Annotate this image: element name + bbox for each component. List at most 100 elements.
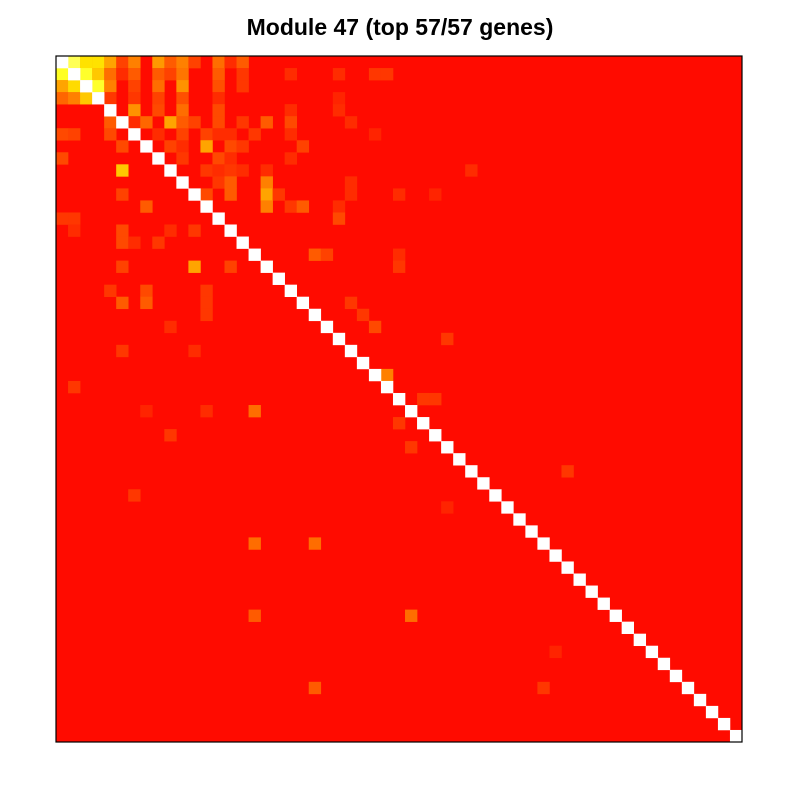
heatmap-cell [248, 537, 261, 550]
heatmap-cell [140, 405, 153, 418]
heatmap-cell [224, 176, 237, 189]
heatmap-cell [128, 116, 141, 129]
heatmap-cell [236, 140, 249, 153]
heatmap-cell [188, 344, 201, 358]
heatmap-diagonal-cell [356, 356, 370, 370]
heatmap-cell [272, 188, 285, 201]
heatmap-cell [392, 260, 406, 273]
heatmap-cell [128, 68, 141, 81]
heatmap-diagonal-cell [164, 164, 177, 177]
heatmap-cell [116, 68, 129, 81]
heatmap-cell [284, 116, 298, 129]
heatmap-cell [104, 92, 117, 105]
heatmap-cell [236, 80, 249, 93]
heatmap-cell [176, 68, 189, 81]
heatmap-cell [368, 320, 382, 334]
heatmap-cell [332, 92, 346, 105]
heatmap-diagonal-cell [417, 417, 430, 430]
heatmap-cell [128, 104, 141, 117]
heatmap-cell [80, 56, 93, 69]
heatmap-cell [212, 68, 225, 81]
chart-title: Module 47 (top 57/57 genes) [246, 14, 554, 40]
heatmap-cell [248, 405, 261, 418]
heatmap-cell [68, 80, 81, 93]
heatmap-diagonal-cell [441, 441, 454, 454]
heatmap-cell [212, 176, 225, 189]
heatmap-diagonal-cell [272, 272, 285, 285]
heatmap-cell [260, 188, 273, 201]
heatmap-cell [332, 104, 346, 117]
heatmap-cell [68, 92, 81, 105]
heatmap-cell [140, 284, 153, 298]
heatmap-diagonal-cell [477, 477, 490, 490]
heatmap-cell [188, 260, 201, 273]
heatmap-cell [284, 104, 298, 117]
heatmap-cell [224, 140, 237, 153]
heatmap-cell [368, 68, 382, 81]
heatmap-cell [284, 128, 298, 141]
heatmap-cell [212, 80, 225, 93]
heatmap-cell [164, 140, 177, 153]
heatmap-cell [224, 164, 237, 177]
heatmap-cell [152, 92, 165, 105]
heatmap-diagonal-cell [284, 284, 298, 298]
heatmap-cell [212, 92, 225, 105]
heatmap-diagonal-cell [729, 729, 743, 743]
heatmap-cell [176, 140, 189, 153]
heatmap-cell [332, 200, 346, 213]
heatmap-cells [56, 56, 743, 743]
heatmap-cell [248, 128, 261, 141]
heatmap-cell [104, 128, 117, 141]
heatmap-cell [236, 56, 249, 69]
heatmap-cell [116, 188, 129, 201]
heatmap-cell [152, 104, 165, 117]
heatmap-cell [140, 296, 153, 310]
heatmap-cell [152, 236, 165, 249]
heatmap-diagonal-cell [308, 308, 322, 322]
heatmap-cell [200, 296, 213, 310]
heatmap-cell [260, 200, 273, 213]
heatmap-cell [344, 116, 358, 129]
heatmap-cell [164, 116, 177, 129]
heatmap-cell [92, 68, 105, 81]
heatmap-diagonal-cell [296, 296, 310, 310]
heatmap-cell [441, 332, 454, 346]
heatmap-cell [212, 116, 225, 129]
heatmap-cell [176, 128, 189, 141]
heatmap-cell [116, 296, 129, 310]
heatmap-diagonal-cell [573, 573, 586, 586]
heatmap-cell [212, 56, 225, 69]
heatmap-diagonal-cell [429, 429, 442, 442]
heatmap-cell [212, 152, 225, 165]
heatmap-cell [200, 405, 213, 418]
heatmap-cell [236, 164, 249, 177]
heatmap-diagonal-cell [453, 453, 466, 466]
heatmap-cell [104, 56, 117, 69]
heatmap-cell [56, 152, 69, 165]
heatmap-diagonal-cell [188, 188, 201, 201]
heatmap-cell [164, 56, 177, 69]
heatmap-cell [260, 164, 273, 177]
heatmap-cell [116, 236, 129, 249]
heatmap-diagonal-cell [260, 260, 273, 273]
heatmap-cell [429, 392, 442, 406]
heatmap-cell [429, 188, 442, 201]
heatmap-diagonal-cell [501, 501, 514, 514]
heatmap-cell [224, 128, 237, 141]
heatmap-cell [224, 152, 237, 165]
heatmap-cell [368, 128, 382, 141]
heatmap-cell [56, 92, 69, 105]
heatmap-cell [380, 368, 394, 382]
heatmap-diagonal-cell [585, 585, 598, 598]
heatmap-cell [80, 92, 93, 105]
heatmap-diagonal-cell [212, 212, 225, 225]
heatmap-cell [224, 56, 237, 69]
heatmap-cell [164, 320, 177, 334]
heatmap-diagonal-cell [465, 465, 478, 478]
heatmap-cell [200, 308, 213, 322]
heatmap-diagonal-cell [513, 513, 526, 526]
heatmap-diagonal-cell [332, 332, 346, 346]
heatmap-cell [140, 200, 153, 213]
heatmap-diagonal-cell [489, 489, 502, 502]
plot-frame [55, 55, 743, 743]
